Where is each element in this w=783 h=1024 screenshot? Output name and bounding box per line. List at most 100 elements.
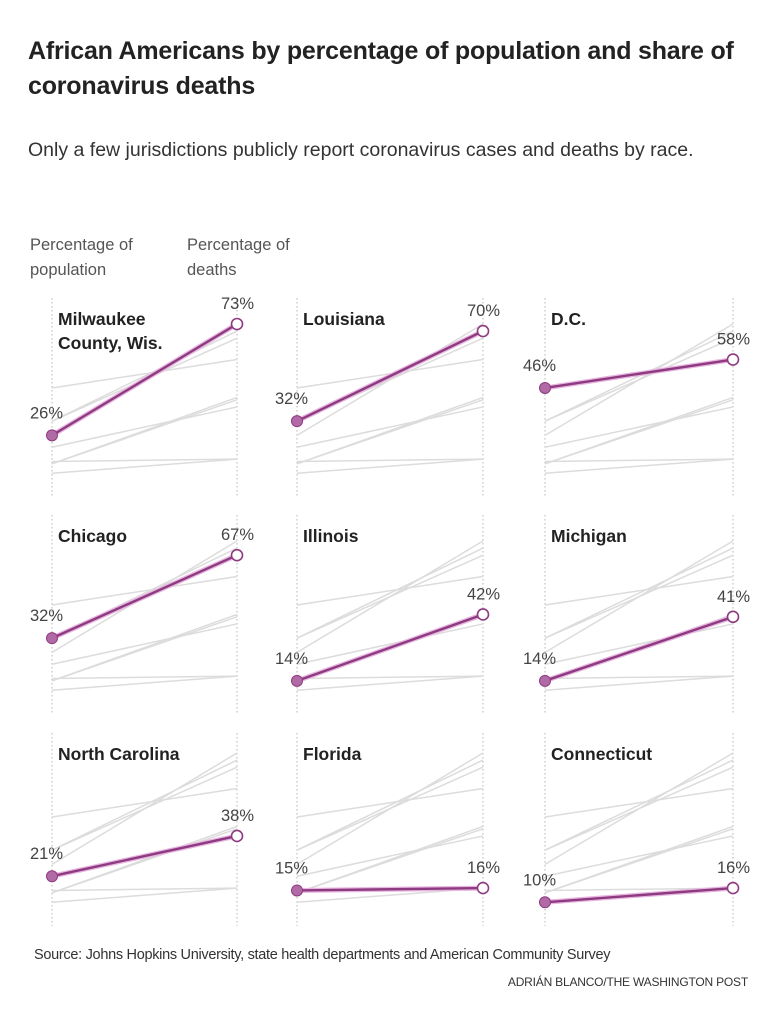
background-line	[544, 575, 734, 606]
background-line	[296, 675, 484, 680]
point-population	[46, 632, 58, 645]
value-label-deaths: 16%	[467, 859, 500, 877]
panel-title: Connecticut	[551, 744, 652, 764]
value-label-population: 32%	[275, 390, 308, 408]
highlight-line	[50, 834, 239, 878]
point-deaths	[476, 608, 490, 621]
background-line	[296, 575, 484, 606]
value-label-deaths: 16%	[717, 859, 750, 877]
highlight-line	[295, 329, 485, 423]
background-line	[296, 399, 484, 465]
panel-illinois: Illinois 14% 42%	[275, 515, 500, 714]
value-label-population: 26%	[30, 404, 63, 422]
background-line	[544, 766, 734, 851]
background-line	[544, 623, 734, 665]
point-population	[539, 674, 551, 687]
panel-title: D.C.	[551, 309, 586, 329]
point-deaths	[476, 881, 490, 895]
background-line	[544, 458, 734, 463]
value-label-population: 21%	[30, 845, 63, 863]
value-label-population: 10%	[523, 871, 556, 889]
background-line	[544, 399, 734, 465]
background-line	[296, 787, 484, 818]
value-label-deaths: 42%	[467, 585, 500, 603]
background-line	[51, 787, 238, 818]
highlight-line	[50, 554, 239, 640]
point-population	[46, 429, 58, 442]
background-line	[51, 399, 238, 465]
highlight-line	[543, 615, 735, 683]
panel-louisiana: Louisiana 32% 70%	[275, 298, 500, 497]
panel-d-c: D.C. 46% 58%	[523, 298, 750, 497]
value-label-deaths: 73%	[221, 295, 254, 313]
value-label-deaths: 67%	[221, 526, 254, 544]
background-line	[544, 835, 734, 877]
background-line	[51, 766, 238, 851]
panel-michigan: Michigan 14% 41%	[523, 515, 750, 714]
background-line	[51, 358, 238, 389]
credit-line: ADRIÁN BLANCO/THE WASHINGTON POST	[507, 975, 748, 989]
axis-header-deaths: Percentage of deaths	[187, 236, 290, 279]
value-label-population: 32%	[30, 607, 63, 625]
chart-subtitle: Only a few jurisdictions publicly report…	[28, 139, 694, 161]
value-label-deaths: 38%	[221, 807, 254, 825]
background-line	[296, 458, 484, 475]
panel-title: Chicago	[58, 526, 127, 546]
panel-north-carolina: North Carolina 21% 38%	[30, 733, 254, 926]
background-line	[51, 828, 238, 894]
point-deaths	[476, 324, 490, 338]
background-line	[544, 406, 734, 448]
value-label-deaths: 41%	[717, 588, 750, 606]
point-population	[291, 415, 303, 428]
panel-title: Illinois	[303, 526, 359, 546]
value-label-deaths: 58%	[717, 331, 750, 349]
point-deaths	[230, 317, 244, 331]
background-line	[296, 547, 484, 639]
point-population	[539, 896, 551, 909]
background-line	[51, 675, 238, 692]
background-line	[544, 828, 734, 894]
background-line	[544, 554, 734, 639]
background-line	[51, 887, 238, 904]
background-line	[51, 330, 238, 422]
highlight-line	[50, 322, 239, 437]
source-note: Source: Johns Hopkins University, state …	[34, 947, 611, 963]
background-line	[296, 458, 484, 463]
point-deaths	[726, 881, 740, 895]
axis-header-population: Percentage of population	[30, 236, 133, 279]
panel-title: County, Wis.	[58, 333, 163, 353]
background-line	[296, 759, 484, 851]
value-label-population: 46%	[523, 357, 556, 375]
panel-title: Milwaukee	[58, 309, 146, 329]
panel-title: Michigan	[551, 526, 627, 546]
background-line	[51, 575, 238, 606]
background-line	[544, 458, 734, 475]
highlight-line	[295, 886, 485, 892]
point-population	[291, 884, 303, 897]
panel-chicago: Chicago 32% 67%	[30, 515, 254, 714]
point-population	[539, 381, 551, 394]
point-deaths	[726, 610, 740, 624]
highlight-line	[543, 358, 735, 390]
background-line	[544, 787, 734, 818]
background-line	[51, 623, 238, 665]
background-line	[51, 406, 238, 448]
chart-title: African Americans by percentage of popul…	[28, 37, 734, 100]
point-population	[46, 870, 58, 883]
background-line	[544, 675, 734, 680]
background-line	[296, 554, 484, 639]
panel-title: Florida	[303, 744, 362, 764]
point-deaths	[230, 548, 244, 562]
point-deaths	[230, 829, 244, 843]
panel-milwaukee-county-wis: Milwaukee County, Wis. 26% 73%	[30, 295, 254, 497]
value-label-deaths: 70%	[467, 302, 500, 320]
background-line	[51, 616, 238, 682]
point-population	[291, 674, 303, 687]
background-line	[544, 337, 734, 422]
value-label-population: 14%	[275, 650, 308, 668]
panel-title: North Carolina	[58, 744, 180, 764]
background-line	[296, 766, 484, 851]
point-deaths	[726, 353, 740, 366]
background-line	[544, 675, 734, 692]
